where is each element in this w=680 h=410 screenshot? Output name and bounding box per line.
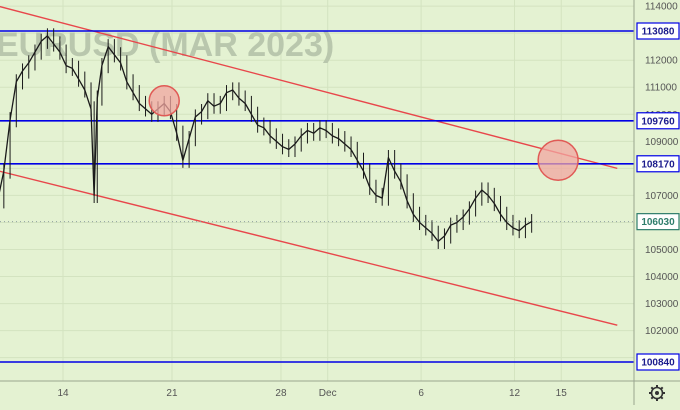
y-tick-label: 107000 <box>645 191 679 202</box>
level-label: 108170 <box>641 159 675 170</box>
y-tick-label: 104000 <box>645 272 679 283</box>
level-price-labels: 113080 109760 108170 100840 106030 <box>636 22 680 371</box>
channel-line <box>0 170 618 326</box>
level-lines <box>0 30 634 363</box>
price-series <box>0 28 533 249</box>
symbol-watermark: EURUSD (MAR 2023) <box>0 26 334 64</box>
y-tick-label: 111000 <box>645 83 677 94</box>
level-label-box <box>636 155 680 173</box>
x-tick-label: 14 <box>57 388 69 399</box>
x-axis[interactable]: 14 21 28 Dec 6 12 15 <box>57 388 567 399</box>
last-price-label-box <box>636 213 680 231</box>
level-label: 100840 <box>641 358 675 369</box>
level-label: 109760 <box>641 116 675 127</box>
y-tick-label: 112000 <box>645 56 678 67</box>
highlight-circles <box>148 85 579 182</box>
level-label-box <box>636 112 680 130</box>
gear-icon[interactable] <box>649 385 665 401</box>
y-tick-label: 105000 <box>645 245 679 256</box>
x-tick-label: 12 <box>509 388 521 399</box>
last-price-label: 106030 <box>641 217 675 228</box>
x-tick-label: 28 <box>275 388 287 399</box>
level-label: 113080 <box>642 27 675 38</box>
channel-line <box>0 5 618 170</box>
y-tick-label: 114000 <box>645 2 678 13</box>
x-tick-label: Dec <box>319 388 337 399</box>
x-tick-label: 21 <box>166 388 178 399</box>
level-label-box <box>636 22 680 40</box>
x-tick-label: 6 <box>418 388 424 399</box>
y-tick-label: 109000 <box>645 137 679 148</box>
x-tick-label: 15 <box>556 388 568 399</box>
level-label-box <box>636 353 680 371</box>
grid-lines <box>0 0 634 381</box>
channel-lines <box>0 5 618 326</box>
y-tick-label: 102000 <box>645 326 679 337</box>
price-line <box>0 35 533 243</box>
highlight-circle <box>537 139 579 182</box>
highlight-circle <box>148 85 180 117</box>
y-tick-label: 103000 <box>645 299 679 310</box>
